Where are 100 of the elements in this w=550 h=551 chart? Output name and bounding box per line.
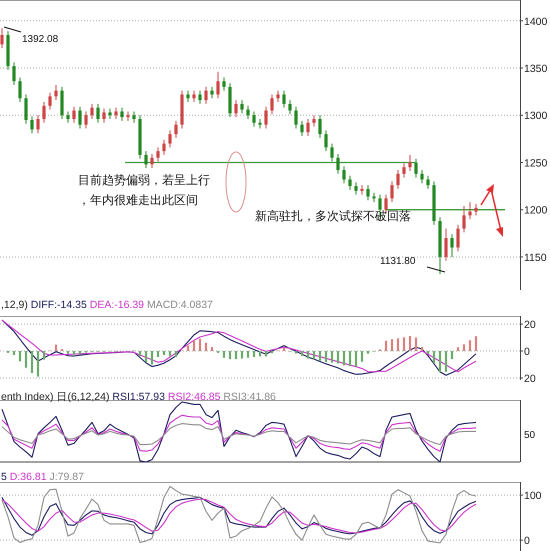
text: DEA:-16.39 (90, 299, 147, 311)
candlestick (348, 175, 352, 190)
candlestick (54, 84, 58, 101)
candlestick (120, 107, 124, 122)
candlestick (0, 28, 4, 49)
line-series (1, 486, 477, 544)
y-tick-label: 1400 (524, 16, 548, 28)
candlestick (246, 105, 250, 120)
candlestick (84, 110, 88, 129)
bar (246, 351, 250, 358)
bar (390, 339, 394, 352)
bar (156, 351, 160, 357)
candlestick (252, 110, 256, 128)
bar (234, 351, 238, 360)
bar (186, 346, 190, 352)
series-label: RSI1:57.93 (112, 391, 168, 403)
candlestick (402, 162, 406, 178)
y-tick-label: 1300 (524, 110, 548, 122)
bar (438, 351, 442, 372)
candlestick (324, 130, 328, 152)
candlestick (462, 205, 466, 233)
candlestick (342, 166, 346, 184)
candlestick (48, 92, 52, 110)
candlestick (408, 154, 412, 172)
y-tick-label: 100 (524, 490, 542, 502)
candlestick (294, 106, 298, 129)
annotation: 1131.80 (380, 256, 416, 267)
annotation: 1392.08 (22, 34, 59, 45)
series-label: 5 (1, 471, 10, 483)
bar (222, 351, 226, 358)
candlestick (132, 110, 136, 124)
candlestick (390, 180, 394, 203)
candlestick (282, 90, 286, 108)
bar (312, 351, 316, 360)
bar (330, 351, 334, 363)
candlestick (414, 158, 418, 178)
chart-title: ,12,9) (1, 299, 31, 311)
candlestick (198, 90, 202, 104)
candlestick (78, 106, 82, 129)
chart-title: enth Index) 日(6,12,24) (1, 391, 112, 403)
candlestick (450, 234, 454, 258)
series-label: J:79.87 (49, 471, 84, 483)
text: DIFF:-14.35 (30, 299, 90, 311)
bar (306, 351, 310, 359)
bar (252, 351, 256, 357)
candlestick (420, 170, 424, 184)
candlestick (372, 192, 376, 203)
bar (474, 336, 478, 352)
candlestick (18, 76, 22, 103)
candlestick (156, 146, 160, 162)
bar (342, 351, 346, 366)
bar (360, 351, 364, 362)
annotation: 新高驻扎，多次试探不破回落 (255, 209, 411, 223)
candlestick (264, 106, 268, 129)
candlestick (144, 150, 148, 169)
candlestick (336, 153, 340, 174)
candlestick (366, 184, 370, 201)
candlestick (360, 184, 364, 196)
candlestick (204, 86, 208, 104)
bar (300, 351, 304, 356)
candlestick (288, 100, 292, 115)
candlestick (330, 143, 334, 162)
candlestick (30, 116, 34, 134)
candlestick (312, 114, 316, 128)
candlestick (66, 110, 70, 124)
candlestick (354, 182, 358, 196)
bar (324, 351, 328, 362)
annotation: 目前趋势偏弱，若呈上行 (78, 173, 210, 187)
bar (72, 351, 76, 355)
candlestick (210, 86, 214, 99)
candlestick (162, 139, 166, 156)
y-tick-label: 1250 (524, 157, 548, 170)
candlestick (102, 108, 106, 124)
candlestick (174, 120, 178, 138)
series-label: RSI2:46.85 (168, 391, 224, 403)
text: 50 (524, 430, 536, 441)
candlestick (468, 202, 472, 220)
bar (78, 351, 82, 354)
candlestick (222, 76, 226, 92)
bar (54, 344, 58, 352)
bar (204, 342, 208, 352)
candlestick (240, 100, 244, 114)
bar (150, 351, 154, 365)
candlestick (426, 175, 430, 190)
candlestick (168, 130, 172, 148)
bar (264, 351, 268, 356)
bar (24, 351, 28, 368)
bar (444, 351, 448, 372)
candlestick (42, 102, 46, 124)
candlestick (126, 110, 130, 122)
bar (228, 351, 232, 360)
y-tick-label: 1150 (524, 252, 547, 264)
candlestick (72, 106, 76, 124)
text: RSI3:41.86 (223, 391, 276, 403)
bar (30, 351, 34, 374)
bar (408, 336, 412, 352)
candlestick (96, 103, 100, 124)
bar (240, 351, 244, 359)
bar (18, 351, 22, 362)
series-label: D:36.81 (10, 471, 50, 483)
